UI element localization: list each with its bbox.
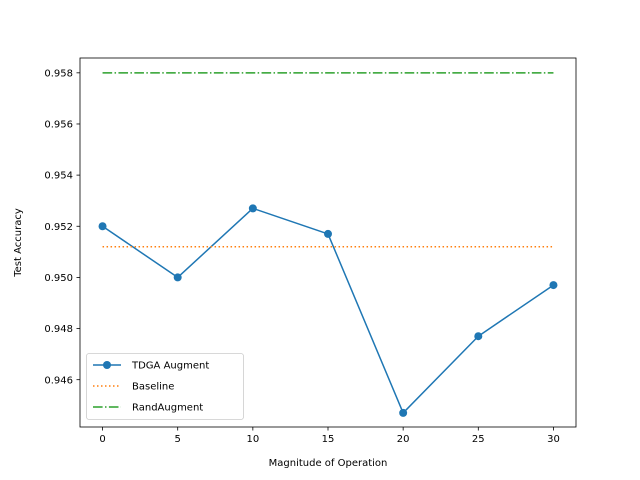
data-point-tdga-augment [173,273,182,282]
data-point-tdga-augment [98,222,107,231]
x-tick-label: 30 [547,434,560,445]
x-tick-label: 20 [397,434,410,445]
data-point-tdga-augment [324,229,332,238]
x-tick-label: 0 [99,434,105,445]
data-point-tdga-augment [399,408,408,417]
y-tick-label: 0.952 [44,222,73,233]
data-point-tdga-augment [474,332,483,341]
x-tick-label: 25 [472,434,485,445]
y-tick-label: 0.958 [44,68,73,79]
data-point-tdga-augment [549,281,558,290]
x-tick-label: 15 [322,434,335,445]
y-tick-label: 0.956 [44,120,73,131]
y-axis-label: Test Accuracy [13,208,24,278]
legend-label-randaugment: RandAugment [132,403,203,414]
y-tick-label: 0.946 [44,375,73,386]
x-tick-label: 5 [175,434,181,445]
legend-box [86,353,244,420]
legend-label-baseline: Baseline [132,382,174,393]
y-tick-label: 0.948 [44,324,73,335]
x-axis-label: Magnitude of Operation [269,458,388,469]
y-tick-label: 0.950 [44,273,73,284]
legend-marker-tdga-augment [103,361,111,369]
x-tick-label: 10 [246,434,259,445]
data-point-tdga-augment [248,204,257,213]
legend: TDGA Augment Baseline RandAugment [86,353,244,420]
legend-label-tdga-augment: TDGA Augment [131,361,209,372]
y-tick-label: 0.954 [44,171,73,182]
